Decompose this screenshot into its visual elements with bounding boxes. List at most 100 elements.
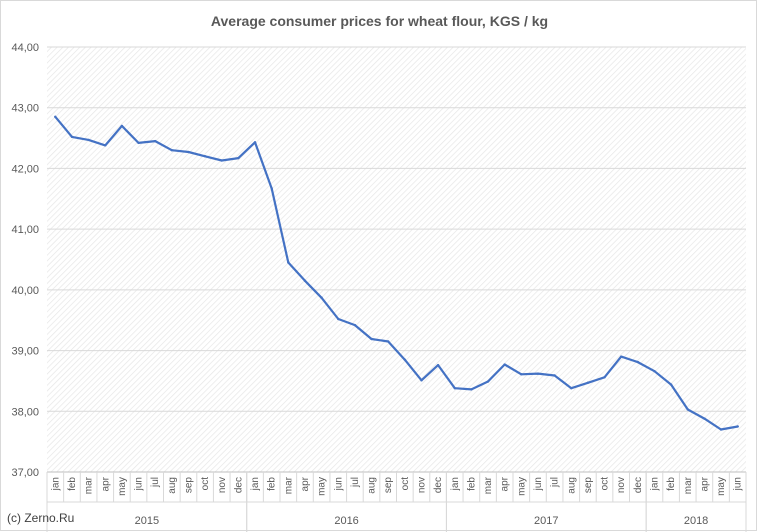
x-tick-label-month: apr	[500, 476, 511, 491]
y-tick-label: 43,00	[11, 103, 39, 115]
x-tick-label-month: mar	[683, 476, 694, 494]
data-point	[70, 135, 74, 139]
x-tick-label-month: dec	[433, 477, 444, 493]
data-point	[686, 408, 689, 411]
data-point	[486, 380, 490, 383]
data-point	[619, 355, 623, 358]
y-tick-label: 41,00	[11, 224, 39, 236]
data-point	[120, 124, 124, 128]
data-point	[337, 317, 340, 321]
x-tick-label-month: sep	[183, 477, 194, 494]
data-point	[453, 387, 456, 390]
x-tick-label-month: jan	[450, 477, 461, 491]
x-tick-label-month: mar	[84, 476, 95, 494]
data-point	[187, 150, 190, 154]
x-tick-label-month: sep	[383, 477, 394, 494]
x-tick-label-month: may	[317, 477, 328, 496]
x-tick-label-month: oct	[600, 477, 611, 491]
x-tick-label-month: jun	[333, 477, 344, 491]
data-point	[470, 388, 473, 391]
x-tick-label-month: aug	[167, 477, 178, 494]
data-point	[503, 363, 506, 366]
chart-title: Average consumer prices for wheat flour,…	[210, 13, 549, 29]
x-tick-label-month: jun	[733, 477, 744, 491]
data-point	[436, 363, 440, 367]
x-tick-label-year: 2017	[534, 515, 558, 527]
data-point	[636, 360, 640, 364]
x-tick-label-month: nov	[217, 477, 228, 493]
data-point	[570, 387, 573, 390]
data-point	[536, 372, 540, 375]
x-tick-label-month: dec	[233, 477, 244, 493]
data-point	[669, 383, 673, 386]
data-point	[320, 296, 323, 299]
x-tick-label-month: jul	[150, 477, 161, 488]
data-point	[54, 115, 57, 119]
data-point	[653, 370, 656, 373]
x-tick-label-month: oct	[200, 477, 211, 491]
data-point	[736, 425, 739, 428]
data-point	[386, 340, 390, 343]
plot-area	[47, 47, 746, 472]
x-tick-label-month: jan	[649, 477, 660, 491]
data-point	[203, 155, 207, 158]
data-point	[586, 381, 590, 384]
data-point	[403, 358, 407, 361]
data-point	[220, 159, 223, 162]
x-tick-label-month: aug	[367, 477, 378, 494]
data-point	[703, 417, 706, 420]
y-tick-label: 37,00	[11, 467, 39, 479]
data-point	[237, 156, 240, 160]
data-point	[303, 279, 307, 282]
y-tick-label: 40,00	[11, 285, 39, 297]
y-tick-label: 38,00	[11, 406, 39, 418]
x-tick-label-month: jan	[250, 477, 261, 491]
x-tick-label-month: apr	[300, 476, 311, 491]
y-tick-label: 42,00	[11, 163, 39, 175]
x-tick-label-month: feb	[267, 477, 278, 491]
data-point	[170, 149, 174, 152]
data-point	[420, 379, 423, 382]
data-point	[104, 144, 107, 147]
x-tick-label-month: feb	[466, 477, 477, 491]
x-tick-label-month: feb	[67, 477, 78, 491]
x-tick-label-month: jan	[50, 477, 61, 491]
data-point	[603, 376, 606, 379]
x-tick-label-month: jun	[134, 477, 145, 491]
x-tick-label-month: may	[516, 477, 527, 496]
x-tick-label-month: mar	[483, 476, 494, 494]
x-tick-label-month: jul	[350, 477, 361, 488]
x-tick-label-month: aug	[566, 477, 577, 494]
x-tick-label-month: mar	[283, 476, 294, 494]
y-tick-label: 44,00	[11, 42, 39, 54]
data-point	[87, 138, 90, 142]
data-point	[520, 373, 523, 376]
x-tick-label-month: oct	[400, 477, 411, 491]
data-point	[353, 323, 357, 327]
data-point	[370, 337, 373, 341]
x-tick-label-year: 2015	[135, 515, 159, 527]
data-point	[270, 187, 273, 190]
x-tick-label-month: feb	[666, 477, 677, 491]
y-tick-label: 39,00	[11, 346, 39, 358]
x-tick-label-month: jun	[533, 477, 544, 491]
data-point	[719, 428, 723, 431]
data-point	[137, 141, 140, 145]
data-point	[287, 261, 290, 264]
x-tick-label-month: dec	[633, 477, 644, 493]
x-tick-label-month: nov	[416, 477, 427, 493]
copyright-label: (c) Zerno.Ru	[7, 511, 75, 525]
data-point	[553, 374, 556, 377]
x-tick-label-month: may	[117, 477, 128, 496]
x-tick-label-month: may	[716, 477, 727, 496]
x-tick-label-year: 2018	[684, 515, 708, 527]
x-tick-label-month: nov	[616, 477, 627, 493]
x-tick-label-month: apr	[699, 476, 710, 491]
x-tick-label-month: sep	[583, 477, 594, 494]
data-point	[253, 141, 257, 144]
x-tick-label-month: apr	[100, 476, 111, 491]
data-point	[153, 139, 157, 143]
x-tick-label-month: jul	[550, 477, 561, 488]
